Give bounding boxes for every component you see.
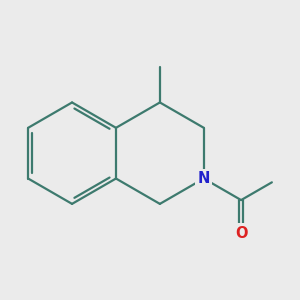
Text: N: N xyxy=(198,171,210,186)
Text: O: O xyxy=(235,226,247,241)
